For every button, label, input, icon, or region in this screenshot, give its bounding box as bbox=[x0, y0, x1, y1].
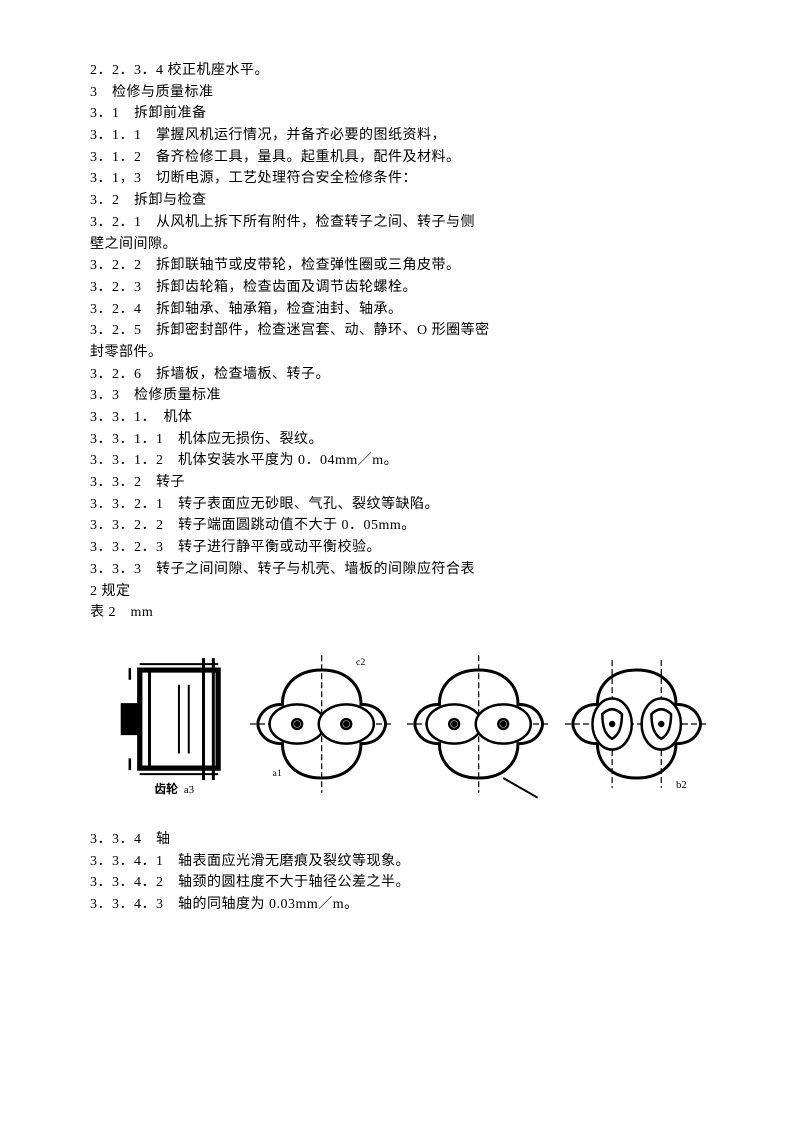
text-line: 3．1，3 切断电源，工艺处理符合安全检修条件： bbox=[90, 168, 710, 190]
text-line: 3．2．3 拆卸齿轮箱，检查齿面及调节齿轮螺栓。 bbox=[90, 277, 710, 299]
text-line: 3．3．1．1 机体应无损伤、裂纹。 bbox=[90, 429, 710, 451]
text-after-figure: 3．3．4 轴3．3．4．1 轴表面应光滑无磨痕及裂纹等现象。3．3．4．2 轴… bbox=[90, 829, 710, 916]
text-line: 3．1．1 掌握风机运行情况，并备齐必要的图纸资料， bbox=[90, 125, 710, 147]
two-lobe-rotor-view-3: b2 bbox=[563, 649, 710, 799]
text-line: 3．3．4．1 轴表面应光滑无磨痕及裂纹等现象。 bbox=[90, 851, 710, 873]
gear-label: 齿轮 bbox=[154, 782, 178, 796]
two-lobe-rotor-view-1: c2 a1 bbox=[248, 649, 395, 799]
side-section-view: 齿轮 a3 bbox=[120, 649, 238, 799]
text-line: 3．2．6 拆墙板，检查墙板、转子。 bbox=[90, 364, 710, 386]
text-line: 3．3．4．2 轴颈的圆柱度不大于轴径公差之半。 bbox=[90, 872, 710, 894]
text-line: 3．3．2 转子 bbox=[90, 472, 710, 494]
text-line: 2．2．3．4 校正机座水平。 bbox=[90, 60, 710, 82]
text-before-figure: 2．2．3．4 校正机座水平。3 检修与质量标准3．1 拆卸前准备3．1．1 掌… bbox=[90, 60, 710, 624]
rotor-clearance-diagram: 齿轮 a3 c2 a1 bbox=[90, 649, 710, 799]
text-line: 3．3．1． 机体 bbox=[90, 407, 710, 429]
text-line: 3．2．5 拆卸密封部件，检查迷宫套、动、静环、O 形圈等密 bbox=[90, 320, 710, 342]
a1-label: a1 bbox=[272, 768, 281, 779]
text-line: 3．3．2．2 转子端面圆跳动值不大于 0．05mm。 bbox=[90, 515, 710, 537]
a3-label: a3 bbox=[184, 784, 194, 796]
text-line: 3．3．3 转子之间间隙、转子与机壳、墙板的间隙应符合表 bbox=[90, 559, 710, 581]
text-line: 3．3．2．1 转子表面应无砂眼、气孔、裂纹等缺陷。 bbox=[90, 494, 710, 516]
c2-label: c2 bbox=[356, 657, 365, 668]
text-line: 3．3．1．2 机体安装水平度为 0．04mm／m。 bbox=[90, 450, 710, 472]
text-line: 3．2．4 拆卸轴承、轴承箱，检查油封、轴承。 bbox=[90, 299, 710, 321]
text-line: 3．2．2 拆卸联轴节或皮带轮，检查弹性圈或三角皮带。 bbox=[90, 255, 710, 277]
text-line: 封零部件。 bbox=[90, 342, 710, 364]
two-lobe-rotor-view-2 bbox=[405, 649, 552, 799]
text-line: 3．1．2 备齐检修工具，量具。起重机具，配件及材料。 bbox=[90, 147, 710, 169]
text-line: 3．3．4 轴 bbox=[90, 829, 710, 851]
text-line: 3．3 检修质量标准 bbox=[90, 385, 710, 407]
text-line: 3．3．4．3 轴的同轴度为 0.03mm／m。 bbox=[90, 894, 710, 916]
text-line: 3．2．1 从风机上拆下所有附件，检查转子之间、转子与侧 bbox=[90, 212, 710, 234]
text-line: 2 规定 bbox=[90, 581, 710, 603]
text-line: 3 检修与质量标准 bbox=[90, 82, 710, 104]
text-line: 3．2 拆卸与检查 bbox=[90, 190, 710, 212]
text-line: 3．3．2．3 转子进行静平衡或动平衡校验。 bbox=[90, 537, 710, 559]
text-line: 3．1 拆卸前准备 bbox=[90, 103, 710, 125]
text-line: 壁之间间隙。 bbox=[90, 234, 710, 256]
text-line: 表 2 mm bbox=[90, 602, 710, 624]
b2-label: b2 bbox=[676, 779, 687, 791]
